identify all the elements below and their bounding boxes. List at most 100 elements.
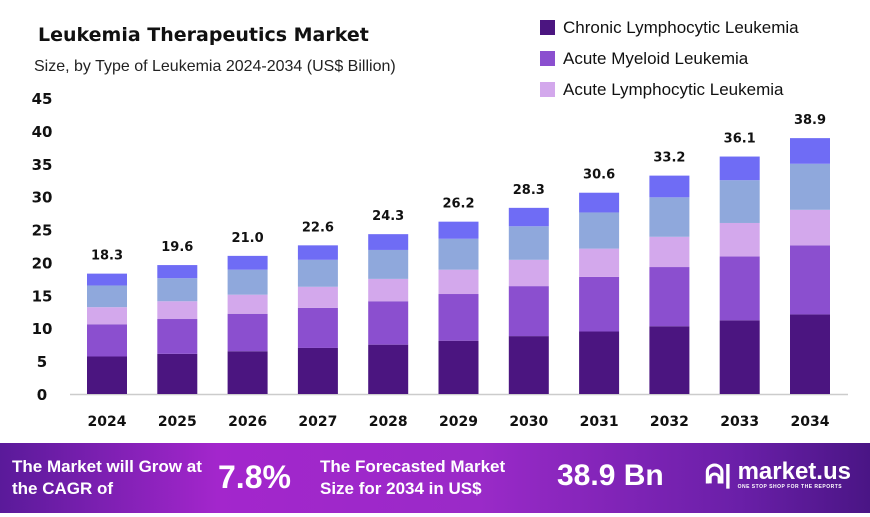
x-tick-label: 2034: [791, 414, 830, 430]
total-label: 26.2: [442, 197, 474, 212]
bar-segment: [87, 285, 127, 308]
x-tick-label: 2032: [650, 414, 689, 430]
bar-segment: [227, 255, 268, 270]
bar-segment: [157, 319, 198, 354]
bar-segment: [579, 248, 620, 277]
legend-item: Chronic Lymphocytic Leukemia: [540, 12, 799, 43]
legend-item: Acute Lymphocytic Leukemia: [540, 74, 799, 105]
legend-label: Acute Lymphocytic Leukemia: [563, 79, 784, 99]
summary-banner: The Market will Grow at the CAGR of 7.8%…: [0, 443, 870, 513]
total-label: 18.3: [91, 249, 123, 264]
bar-segment: [157, 278, 198, 302]
bar-segment: [368, 249, 409, 279]
total-label: 30.6: [583, 168, 615, 183]
bar-segment: [508, 336, 549, 394]
x-tick-label: 2025: [158, 414, 197, 430]
bar-segment: [438, 238, 479, 270]
bar-segment: [87, 324, 127, 357]
bar-segment: [368, 278, 409, 302]
bar-segment: [508, 259, 549, 287]
bar-segment: [719, 156, 760, 181]
bar-segment: [368, 234, 409, 250]
cagr-label: The Market will Grow at the CAGR of: [12, 457, 202, 498]
bar-segment: [157, 265, 198, 279]
x-tick-label: 2033: [720, 414, 759, 430]
x-tick-label: 2026: [228, 414, 267, 430]
bar-segment: [508, 286, 549, 337]
total-label: 19.6: [161, 240, 193, 255]
total-label: 21.0: [232, 231, 264, 246]
legend-swatch: [540, 51, 555, 66]
bar-segment: [368, 301, 409, 345]
bar-segment: [87, 273, 127, 286]
logo-tagline: ONE STOP SHOP FOR THE REPORTS: [737, 484, 843, 490]
bar-segment: [508, 207, 549, 227]
bar-segment: [87, 307, 127, 325]
bar-segment: [438, 294, 479, 341]
total-label: 33.2: [653, 151, 685, 166]
legend: Chronic Lymphocytic Leukemia Acute Myelo…: [540, 12, 799, 105]
bar-segment: [297, 307, 338, 348]
legend-item: Acute Myeloid Leukemia: [540, 43, 799, 74]
bar-segment: [438, 340, 479, 394]
bar-segment: [227, 313, 268, 352]
forecast-value: 38.9 Bn: [557, 459, 664, 492]
bar-segment: [157, 301, 198, 320]
bar-segment: [579, 192, 620, 213]
chart-subtitle: Size, by Type of Leukemia 2024-2034 (US$…: [34, 58, 396, 75]
bar-segment: [368, 344, 409, 394]
bar-segment: [227, 269, 268, 295]
y-tick-label: 45: [32, 90, 53, 108]
cagr-value: 7.8%: [218, 459, 291, 495]
bar-segment: [790, 314, 830, 394]
total-label: 22.6: [302, 220, 334, 235]
y-tick-label: 30: [32, 189, 53, 207]
bar-segment: [649, 236, 690, 268]
bar-segment: [719, 180, 760, 223]
y-tick-label: 5: [37, 353, 47, 371]
bar-segment: [438, 269, 479, 295]
total-label: 36.1: [724, 132, 756, 147]
y-tick-label: 0: [37, 386, 47, 404]
bar-segment: [227, 294, 268, 314]
y-tick-label: 15: [32, 287, 53, 305]
bar-segment: [297, 245, 338, 260]
legend-swatch: [540, 20, 555, 35]
bar-segment: [227, 351, 268, 394]
bar-segment: [508, 226, 549, 260]
bar-segment: [719, 256, 760, 321]
bar-segment: [438, 221, 479, 239]
bar-segment: [790, 138, 830, 164]
y-tick-label: 40: [32, 123, 53, 141]
y-tick-label: 10: [32, 320, 53, 338]
logo-icon: ᕱ|: [705, 459, 732, 489]
bar-segment: [790, 209, 830, 246]
bar-segment: [790, 245, 830, 315]
forecast-label: The Forecasted Market Size for 2034 in U…: [320, 457, 506, 498]
bar-segment: [157, 353, 198, 394]
bar-segment: [297, 347, 338, 394]
x-tick-label: 2024: [88, 414, 127, 430]
bar-segment: [719, 320, 760, 394]
legend-swatch: [540, 82, 555, 97]
bar-segment: [579, 331, 620, 394]
bar-segment: [790, 163, 830, 210]
total-label: 28.3: [513, 183, 545, 198]
bar-segment: [297, 259, 338, 287]
bar-segment: [579, 212, 620, 249]
x-tick-label: 2027: [298, 414, 337, 430]
bar-segment: [297, 286, 338, 308]
logo: ᕱ| market.us ONE STOP SHOP FOR THE REPOR…: [705, 459, 851, 491]
bar-segment: [579, 276, 620, 332]
x-tick-label: 2028: [369, 414, 408, 430]
bar-segment: [87, 356, 127, 394]
bar-segment: [719, 222, 760, 257]
x-tick-label: 2031: [580, 414, 619, 430]
logo-name: market.us: [737, 458, 851, 485]
bar-segment: [649, 175, 690, 198]
legend-label: Acute Myeloid Leukemia: [563, 48, 749, 68]
bar-segment: [649, 326, 690, 394]
y-tick-label: 25: [32, 222, 53, 240]
y-tick-label: 20: [32, 254, 53, 272]
stacked-bar-chart: 05101520253035404518.3202419.6202521.020…: [32, 90, 848, 430]
